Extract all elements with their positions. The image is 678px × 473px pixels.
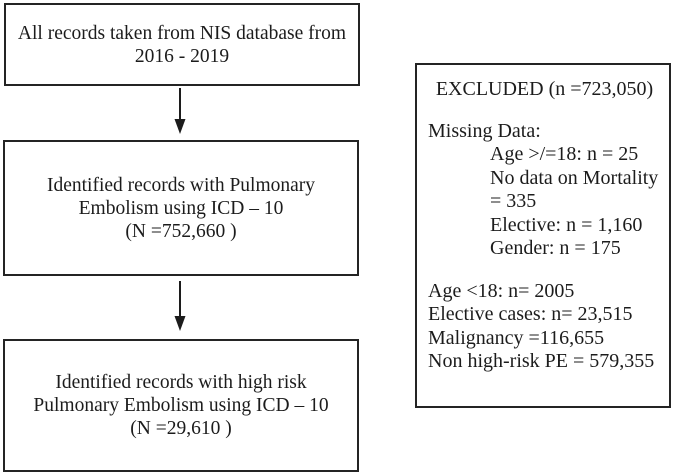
excluded-missing-data-header: Missing Data: [428,119,541,142]
flow-box-pe-line-3: (N =752,660 ) [125,220,237,242]
excluded-missing-item: No data on Mortality [490,166,659,189]
excluded-title: EXCLUDED (n =723,050) [435,78,654,100]
down-arrow-icon [174,88,186,134]
flow-box-source: All records taken from NIS database from… [4,3,360,86]
excluded-missing-item: = 335 [490,190,537,212]
flow-box-pe-line-2: Embolism using ICD – 10 [78,197,284,219]
flow-box-high-risk-line-1: Identified records with high risk [55,372,307,393]
excluded-missing-item: Age >/=18: n = 25 [490,143,639,165]
flow-box-high-risk-line-3: (N =29,610 ) [130,418,232,439]
excluded-item: Malignancy =116,655 [428,326,605,349]
down-arrow-icon [174,281,186,331]
flow-box-pulmonary-embolism: Identified records with Pulmonary Emboli… [3,140,359,276]
flow-box-pe-line-1: Identified records with Pulmonary [46,174,316,196]
flow-box-source-line-1: All records taken from NIS database from [17,22,347,44]
excluded-item: Non high-risk PE = 579,355 [428,350,655,372]
excluded-missing-item: Gender: n = 175 [490,237,621,259]
excluded-box: EXCLUDED (n =723,050) Missing Data: Age … [415,63,671,408]
excluded-item: Elective cases: n= 23,515 [428,303,633,325]
flow-box-high-risk-line-2: Pulmonary Embolism using ICD – 10 [33,395,329,416]
excluded-missing-item: Elective: n = 1,160 [490,213,643,236]
flow-box-source-line-2: 2016 - 2019 [134,45,230,67]
excluded-item: Age <18: n= 2005 [428,279,575,302]
flow-box-high-risk-pe: Identified records with high risk Pulmon… [3,339,359,472]
